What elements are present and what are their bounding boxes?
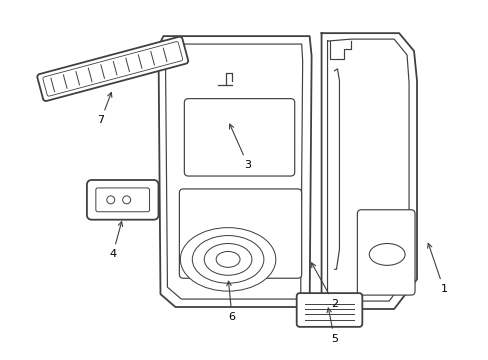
Ellipse shape: [180, 228, 275, 291]
FancyBboxPatch shape: [179, 189, 301, 278]
Text: 2: 2: [311, 263, 337, 309]
Ellipse shape: [368, 243, 404, 265]
Circle shape: [122, 196, 130, 204]
FancyBboxPatch shape: [37, 37, 188, 101]
Text: 3: 3: [229, 124, 251, 170]
Text: 7: 7: [97, 93, 112, 126]
FancyBboxPatch shape: [357, 210, 414, 295]
Text: 5: 5: [326, 308, 337, 344]
FancyBboxPatch shape: [296, 293, 362, 327]
FancyBboxPatch shape: [43, 41, 182, 96]
Circle shape: [106, 196, 115, 204]
Text: 4: 4: [109, 222, 122, 260]
Ellipse shape: [192, 235, 264, 283]
Text: 6: 6: [226, 281, 235, 322]
FancyBboxPatch shape: [96, 188, 149, 212]
Ellipse shape: [204, 243, 251, 275]
Ellipse shape: [216, 251, 240, 267]
FancyBboxPatch shape: [184, 99, 294, 176]
Text: 1: 1: [427, 243, 447, 294]
FancyBboxPatch shape: [87, 180, 158, 220]
